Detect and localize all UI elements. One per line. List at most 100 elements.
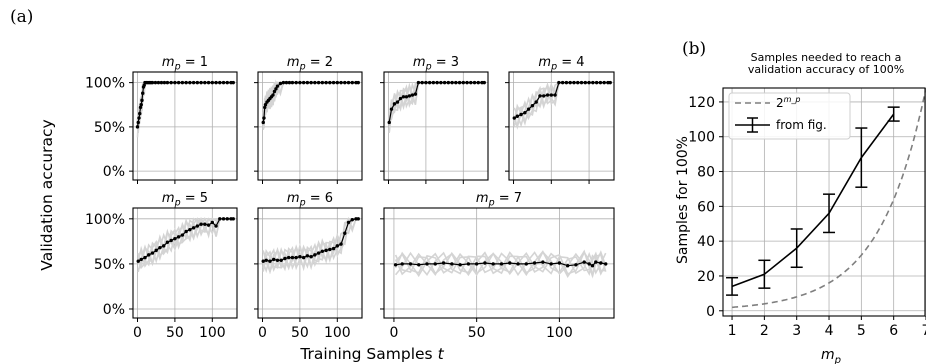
mean-point <box>519 112 523 117</box>
run-line <box>262 81 359 131</box>
mean-point <box>465 80 469 85</box>
mean-point <box>206 80 211 85</box>
run-line <box>136 81 234 127</box>
mean-point <box>231 80 235 85</box>
x-tick-label: 50 <box>166 325 184 341</box>
mean-point <box>343 80 347 85</box>
mean-point <box>549 262 553 266</box>
subplot-mp-5: 0% 50% 100% 0 50 100 mp = 5 <box>85 191 238 341</box>
mean-point <box>278 81 283 86</box>
y-tick-label: 100 <box>688 130 715 146</box>
mean-point <box>184 229 188 234</box>
legend-box <box>728 92 851 140</box>
mean-point <box>231 217 235 221</box>
mean-point <box>261 120 265 125</box>
mean-point <box>541 260 545 264</box>
mean-point <box>398 96 403 101</box>
mean-point <box>410 93 415 97</box>
exp-curve <box>732 87 926 309</box>
legend-label-exp: 2m_p <box>776 95 801 110</box>
mean-point <box>553 93 557 97</box>
mean-point <box>439 80 443 85</box>
subplot-mp-3: mp = 3 <box>380 55 489 184</box>
legend-label-fig: from fig. <box>776 118 827 132</box>
subplot-title: mp = 1 <box>162 55 208 73</box>
chart-title-line: Samples needed to reach a <box>751 51 902 64</box>
axes-frame <box>132 207 238 319</box>
mean-point <box>320 249 325 253</box>
mean-point <box>199 80 203 85</box>
mean-point <box>557 80 561 85</box>
mean-point <box>135 125 140 129</box>
run-line <box>394 250 607 277</box>
mean-point <box>466 262 471 266</box>
mean-point <box>281 80 286 85</box>
run-line <box>136 81 234 127</box>
mean-point <box>150 251 155 255</box>
run-line <box>388 81 485 116</box>
mean-point <box>557 261 562 265</box>
mean-point <box>301 255 306 260</box>
mean-point <box>313 80 317 85</box>
run-line <box>395 249 607 279</box>
mean-point <box>225 80 229 85</box>
x-tick-label: 7 <box>922 323 926 339</box>
mean-point <box>158 245 162 250</box>
mean-point <box>305 80 310 85</box>
x-axis-label: Training Samples t <box>299 345 444 363</box>
mean-point <box>138 111 142 116</box>
mean-point <box>516 262 520 266</box>
mean-point <box>195 80 200 85</box>
x-tick-label: 100 <box>546 325 573 341</box>
mean-point <box>331 246 336 251</box>
y-axis-label: Validation accuracy <box>38 119 56 270</box>
x-tick-label: 50 <box>291 325 309 341</box>
y-tick-label: 80 <box>697 165 715 181</box>
mean-point <box>482 80 486 85</box>
mean-point <box>401 95 406 99</box>
mean-point <box>424 80 428 85</box>
x-tick-label: 4 <box>825 323 834 339</box>
mean-point <box>491 262 495 266</box>
mean-point <box>404 95 409 99</box>
run-line <box>136 81 234 131</box>
y-tick-label: 100% <box>85 76 125 92</box>
mean-point <box>138 105 143 110</box>
mean-point <box>450 262 454 266</box>
mean-point <box>221 80 226 85</box>
mean-point <box>305 254 310 258</box>
mean-point <box>287 80 292 85</box>
mean-point <box>324 80 328 85</box>
run-line <box>394 250 606 277</box>
mean-point <box>565 264 570 268</box>
mean-point <box>350 80 354 85</box>
mean-line <box>731 113 895 288</box>
mean-point <box>173 236 177 241</box>
mean-point <box>598 80 603 85</box>
mean-point <box>435 80 439 85</box>
mean-point <box>608 80 612 85</box>
mean-point <box>560 80 565 85</box>
mean-point <box>346 220 351 225</box>
mean-point <box>417 263 421 267</box>
mean-point <box>191 80 196 85</box>
mean-point <box>203 80 207 85</box>
mean-point <box>210 220 215 225</box>
mean-point <box>356 217 360 221</box>
mean-point <box>286 255 291 260</box>
mean-point <box>393 263 398 267</box>
mean-point <box>512 116 516 120</box>
x-tick-label: 50 <box>468 325 486 341</box>
mean-point <box>454 80 458 85</box>
mean-point <box>142 83 146 87</box>
mean-point <box>137 116 141 120</box>
mean-point <box>313 253 317 257</box>
mean-point <box>542 94 546 98</box>
mean-point <box>180 80 185 85</box>
mean-point <box>450 80 454 85</box>
x-tick-label: 0 <box>258 325 267 341</box>
mean-point <box>395 100 400 104</box>
mean-point <box>474 262 479 266</box>
axes-frame <box>508 71 615 181</box>
